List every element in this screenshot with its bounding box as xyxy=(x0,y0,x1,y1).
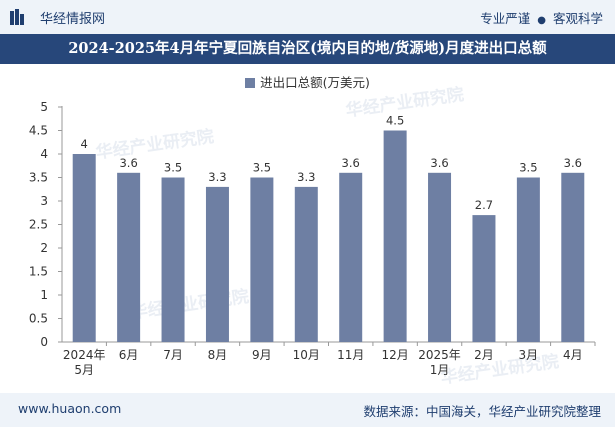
slogan: 专业严谨 ● 客观科学 xyxy=(480,8,603,27)
bar-value-label: 3.6 xyxy=(564,156,582,170)
chart-legend: 进出口总额(万美元) xyxy=(0,72,615,91)
bar-value-label: 3.3 xyxy=(297,170,315,184)
x-tick-label: 1月 xyxy=(430,363,450,377)
x-tick-label: 2月 xyxy=(474,348,494,362)
bar-value-label: 2.7 xyxy=(475,198,493,212)
x-tick-label: 12月 xyxy=(381,348,408,362)
bar xyxy=(516,177,540,342)
y-tick-label: 1 xyxy=(40,288,48,302)
bar xyxy=(383,130,407,342)
top-header: 华经情报网 专业严谨 ● 客观科学 xyxy=(0,0,615,34)
bar xyxy=(339,172,363,342)
x-tick-label: 5月 xyxy=(74,363,94,377)
legend-swatch xyxy=(245,78,256,88)
x-tick-label: 7月 xyxy=(163,348,183,362)
y-tick-label: 2 xyxy=(40,241,48,255)
bar-value-label: 3.3 xyxy=(208,170,226,184)
bar xyxy=(161,177,185,342)
footer-source: 数据来源：中国海关，华经产业研究院整理 xyxy=(363,404,601,419)
brand-name[interactable]: 华经情报网 xyxy=(40,12,106,27)
bar-value-label: 4 xyxy=(81,137,88,151)
bar-value-label: 3.6 xyxy=(119,156,137,170)
bar xyxy=(72,154,96,342)
x-tick-label: 4月 xyxy=(563,348,583,362)
footer: www.huaon.com 数据来源：中国海关，华经产业研究院整理 xyxy=(0,393,615,427)
y-tick-label: 3 xyxy=(40,194,48,208)
x-tick-label: 2025年 xyxy=(418,348,461,362)
bar xyxy=(250,177,274,342)
bar-value-label: 4.5 xyxy=(386,114,404,128)
y-tick-label: 2.5 xyxy=(29,218,48,232)
y-tick-label: 1.5 xyxy=(29,265,48,279)
slogan-right: 客观科学 xyxy=(552,11,603,26)
slogan-left: 专业严谨 xyxy=(480,11,531,26)
bar-value-label: 3.5 xyxy=(519,161,537,175)
x-tick-label: 6月 xyxy=(119,348,139,362)
x-tick-label: 2024年 xyxy=(63,348,106,362)
y-tick-label: 0 xyxy=(40,335,48,349)
y-tick-label: 4 xyxy=(40,147,48,161)
chart-title: 2024-2025年4月年宁夏回族自治区(境内目的地/货源地)月度进出口总额 xyxy=(68,40,547,57)
bar xyxy=(117,172,141,342)
bar xyxy=(472,215,496,342)
bar-value-label: 3.5 xyxy=(164,161,182,175)
bar-value-label: 3.5 xyxy=(253,161,271,175)
bar xyxy=(294,186,318,342)
y-tick-label: 0.5 xyxy=(29,312,48,326)
y-tick-label: 4.5 xyxy=(29,124,48,138)
y-tick-label: 3.5 xyxy=(29,171,48,185)
bar-value-label: 3.6 xyxy=(342,156,360,170)
x-tick-label: 8月 xyxy=(208,348,228,362)
x-tick-label: 11月 xyxy=(337,348,364,362)
footer-url[interactable]: www.huaon.com xyxy=(18,401,122,416)
y-tick-label: 5 xyxy=(40,100,48,114)
brand-logo-icon xyxy=(10,9,24,25)
x-tick-label: 3月 xyxy=(519,348,539,362)
bar xyxy=(428,172,452,342)
bar xyxy=(561,172,585,342)
x-tick-label: 9月 xyxy=(252,348,272,362)
legend-label: 进出口总额(万美元) xyxy=(260,75,370,90)
x-tick-label: 10月 xyxy=(293,348,320,362)
slogan-separator-dot-icon: ● xyxy=(537,15,546,26)
bar-value-label: 3.6 xyxy=(430,156,448,170)
title-bar: 2024-2025年4月年宁夏回族自治区(境内目的地/货源地)月度进出口总额 xyxy=(0,34,615,64)
bar xyxy=(205,186,229,342)
